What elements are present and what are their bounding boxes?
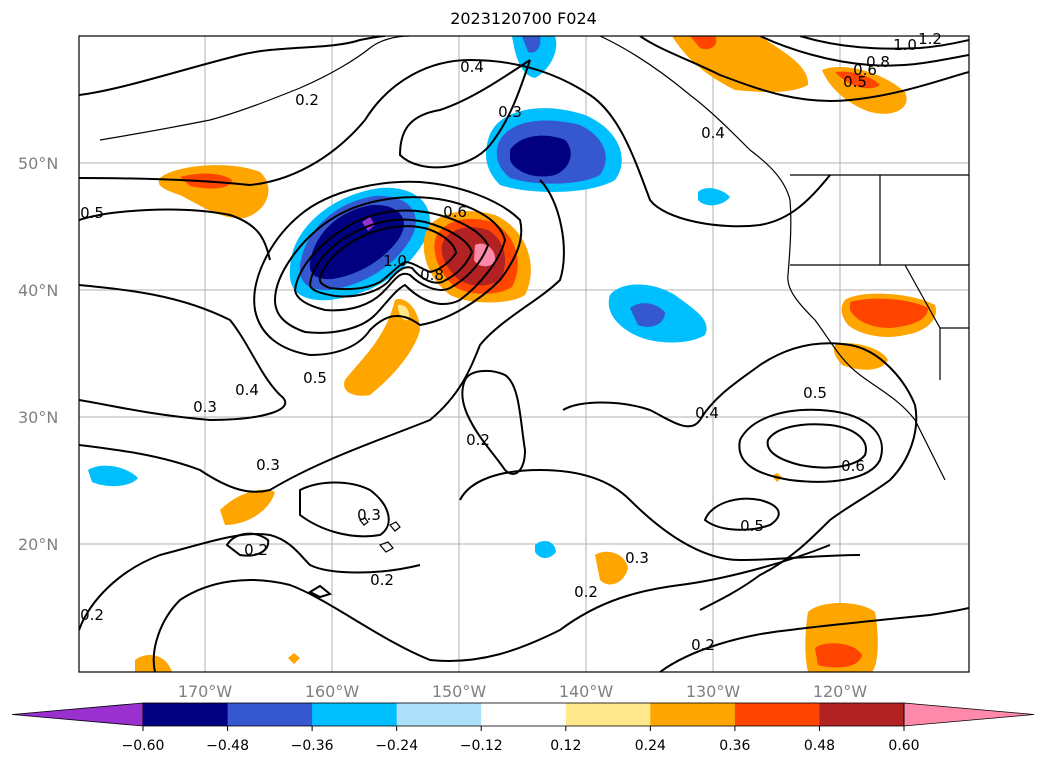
contour-label: 0.5 [303,369,327,387]
colorbar: −0.60 −0.48 −0.36 −0.24 −0.12 0.12 0.24 0.36 0.4… [11,702,1035,754]
lon-label: 130°W [686,682,741,701]
contour-label: 1.2 [918,30,942,48]
contour-label: 0.6 [841,457,865,475]
lat-label: 40°N [18,281,58,300]
colorbar-tick-label: 0.12 [550,738,581,754]
contour-label: 0.2 [691,636,715,654]
colorbar-tick-label: 0.36 [719,738,750,754]
contour-label: 0.8 [420,266,444,284]
contour-label: 0.8 [866,53,890,71]
contour-label: 0.5 [80,204,104,222]
lat-label: 20°N [18,535,58,554]
contour-label: 1.0 [893,36,917,54]
colorbar-tick-label: 0.60 [888,738,919,754]
colorbar-tick-label: 0.48 [804,738,835,754]
contour-label: 0.6 [853,61,877,79]
contour-label: 0.3 [498,103,522,121]
colorbar-extend-low [11,702,144,727]
colorbar-swatch [650,703,736,726]
contour-label: 0.4 [701,124,725,142]
colorbar-tick-label: −0.36 [291,738,334,754]
colorbar-tick-label: −0.48 [206,738,249,754]
contour-label: 0.5 [803,384,827,402]
contour-label: 0.5 [843,73,867,91]
contour-label: 0.6 [443,203,467,221]
contour-label: 0.2 [574,583,598,601]
contour-label: 0.3 [625,549,649,567]
contour-label: 0.2 [466,431,490,449]
contour-label: 0.4 [235,381,259,399]
contour-label: 0.4 [695,404,719,422]
contour-label: 0.5 [740,517,764,535]
contour-lines [79,36,969,672]
colorbar-tick-label: −0.24 [375,738,418,754]
lon-label: 120°W [813,682,868,701]
lon-label: 150°W [432,682,487,701]
colorbar-swatch [734,703,820,726]
contour-label: 1.0 [383,252,407,270]
contour-label: 0.2 [295,91,319,109]
contour-label: 0.2 [370,571,394,589]
contour-label: 0.2 [244,541,268,559]
colorbar-swatch [312,703,398,726]
lat-axis: 50°N 40°N 30°N 20°N [18,154,58,554]
map-title: 2023120700 F024 [450,9,597,28]
lon-label: 160°W [305,682,360,701]
lat-label: 50°N [18,154,58,173]
colorbar-swatch [565,703,651,726]
lat-label: 30°N [18,408,58,427]
colorbar-swatch [396,703,482,726]
colorbar-tick-label: −0.12 [460,738,503,754]
map-frame [78,35,970,673]
contour-label: 0.3 [256,456,280,474]
map-canvas [79,36,969,672]
colorbar-swatch [143,703,229,726]
contour-label: 0.3 [357,506,381,524]
lon-label: 140°W [559,682,614,701]
lon-label: 170°W [178,682,233,701]
contour-label: 0.4 [460,58,484,76]
colorbar-extend-high [903,702,1035,727]
contour-label: 0.2 [80,606,104,624]
contour-label: 0.3 [193,398,217,416]
anomaly-fills [88,36,936,672]
lon-axis: 170°W 160°W 150°W 140°W 130°W 120°W [178,682,868,701]
colorbar-tick-label: 0.24 [635,738,666,754]
colorbar-swatch [481,703,567,726]
colorbar-swatch [227,703,313,726]
coastlines [99,36,969,553]
colorbar-tick-label: −0.60 [122,738,165,754]
contour-labels: 0.20.40.30.5 0.61.00.80.50.40.30.30.20.30… [80,30,942,654]
colorbar-swatch [819,703,905,726]
